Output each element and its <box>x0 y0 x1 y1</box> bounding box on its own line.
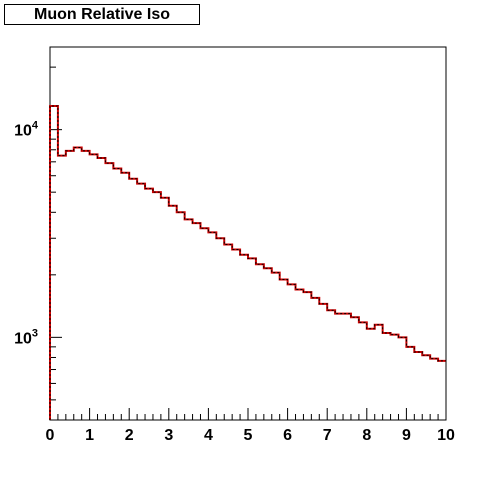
x-tick-label: 0 <box>46 427 55 444</box>
x-tick-label: 9 <box>402 427 411 444</box>
x-tick-label: 5 <box>244 427 253 444</box>
x-tick-label: 10 <box>437 427 455 444</box>
y-tick-exponent: 3 <box>32 327 38 339</box>
y-tick-label: 104 <box>14 120 39 140</box>
x-tick-label: 6 <box>283 427 292 444</box>
x-tick-label: 7 <box>323 427 332 444</box>
histogram-series-0 <box>49 104 446 420</box>
x-tick-label: 3 <box>164 427 173 444</box>
x-tick-label: 1 <box>85 427 94 444</box>
plot-frame <box>49 46 447 421</box>
y-tick-label: 103 <box>14 327 38 347</box>
y-tick-exponent: 4 <box>32 120 39 132</box>
chart-title: Muon Relative Iso <box>4 4 200 25</box>
histogram-series-1 <box>49 105 446 420</box>
x-tick-label: 8 <box>362 427 371 444</box>
x-tick-label: 4 <box>204 427 213 444</box>
x-tick-label: 2 <box>125 427 134 444</box>
